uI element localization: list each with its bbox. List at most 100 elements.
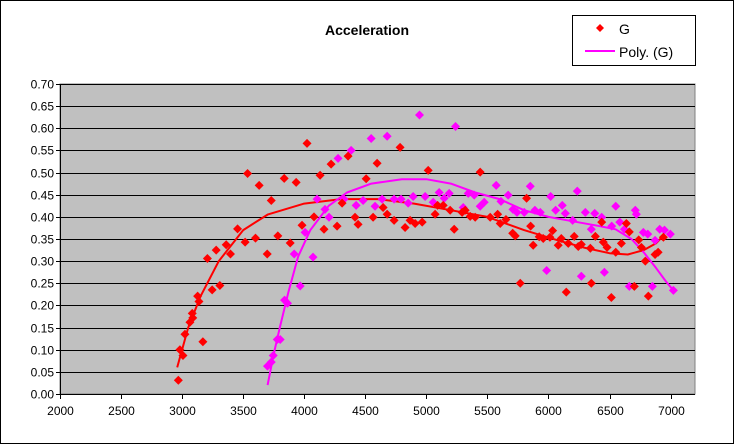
data-point-series-0 <box>563 238 573 248</box>
data-point-series-1 <box>295 281 305 291</box>
data-point-series-0 <box>528 240 538 250</box>
data-point-series-1 <box>268 350 278 360</box>
y-tick-label: 0.65 <box>31 100 55 114</box>
data-point-series-0 <box>495 219 505 228</box>
data-point-series-0 <box>602 242 612 252</box>
data-point-series-0 <box>243 168 253 178</box>
y-tick-label: 0.20 <box>31 299 55 313</box>
data-point-series-0 <box>423 165 433 175</box>
data-point-series-1 <box>650 235 660 245</box>
data-point-series-0 <box>266 195 276 205</box>
data-point-series-1 <box>358 195 368 205</box>
y-tick-label: 0.40 <box>31 211 55 225</box>
data-point-series-1 <box>607 221 617 231</box>
data-point-series-0 <box>585 243 595 253</box>
data-point-series-1 <box>643 229 653 239</box>
data-point-series-0 <box>438 200 448 210</box>
y-tick-label: 0.35 <box>31 233 55 247</box>
data-point-series-0 <box>653 247 663 257</box>
data-point-series-1 <box>382 131 392 141</box>
data-point-series-0 <box>586 278 596 288</box>
data-point-series-0 <box>569 231 579 241</box>
data-point-series-1 <box>308 252 318 262</box>
data-point-series-0 <box>545 232 555 242</box>
data-point-series-1 <box>503 190 513 200</box>
data-point-series-1 <box>551 205 561 215</box>
data-point-series-0 <box>658 232 668 242</box>
data-point-series-0 <box>445 205 455 215</box>
data-point-series-1 <box>668 285 678 295</box>
data-point-series-0 <box>202 253 212 263</box>
data-point-series-0 <box>353 219 363 229</box>
data-point-series-1 <box>408 191 418 201</box>
data-point-series-1 <box>597 212 607 222</box>
data-point-series-1 <box>420 191 430 201</box>
data-point-series-1 <box>659 225 669 235</box>
y-tick-label: 0.70 <box>31 78 55 92</box>
data-point-series-1 <box>312 194 322 204</box>
y-tick-label: 0.55 <box>31 144 55 158</box>
data-point-series-1 <box>403 198 413 208</box>
data-point-series-1 <box>266 357 276 367</box>
x-tick-label: 4500 <box>352 404 379 418</box>
data-point-series-0 <box>621 219 631 228</box>
data-point-series-0 <box>470 212 480 222</box>
data-point-series-1 <box>512 207 522 217</box>
data-point-series-1 <box>546 191 556 201</box>
data-point-series-0 <box>460 205 470 215</box>
data-point-series-0 <box>576 239 586 249</box>
data-point-series-1 <box>396 194 406 204</box>
data-point-series-1 <box>351 200 361 210</box>
data-point-series-0 <box>597 217 607 227</box>
data-point-series-0 <box>410 219 420 228</box>
y-tick-label: 0.50 <box>31 167 55 181</box>
data-point-series-0 <box>430 209 440 219</box>
x-tick-label: 7000 <box>658 404 685 418</box>
data-point-series-1 <box>439 193 449 203</box>
data-point-series-1 <box>611 201 621 211</box>
data-point-series-0 <box>417 217 427 227</box>
data-point-series-0 <box>180 329 190 339</box>
data-point-series-0 <box>273 231 283 241</box>
data-point-series-0 <box>553 240 563 250</box>
data-point-series-0 <box>372 158 382 168</box>
legend-label-poly: Poly. (G) <box>619 44 673 60</box>
y-tick-label: 0.30 <box>31 255 55 269</box>
data-point-series-1 <box>479 197 489 207</box>
legend: G Poly. (G) <box>572 15 696 66</box>
data-point-series-1 <box>389 194 399 204</box>
data-point-series-0 <box>221 240 231 250</box>
y-tick-label: 0.00 <box>31 388 55 402</box>
data-point-series-1 <box>300 227 310 237</box>
data-point-series-1 <box>580 207 590 217</box>
data-point-series-1 <box>434 188 444 197</box>
data-point-series-0 <box>315 170 325 180</box>
data-point-series-0 <box>254 180 264 190</box>
data-point-series-1 <box>560 208 570 218</box>
data-point-series-1 <box>415 110 425 120</box>
data-point-series-1 <box>631 209 641 219</box>
data-point-series-0 <box>433 200 443 210</box>
data-point-series-0 <box>526 221 536 231</box>
data-point-series-0 <box>556 234 566 244</box>
data-point-series-0 <box>501 215 511 225</box>
data-point-series-1 <box>590 208 600 218</box>
data-point-series-1 <box>542 265 552 275</box>
data-point-series-0 <box>590 231 600 241</box>
data-point-series-1 <box>557 200 567 210</box>
data-point-series-0 <box>548 226 558 236</box>
data-point-series-0 <box>389 215 399 225</box>
data-point-series-0 <box>279 173 289 183</box>
data-point-series-0 <box>510 231 520 241</box>
y-tick-label: 0.10 <box>31 344 55 358</box>
data-point-series-1 <box>535 207 545 217</box>
x-tick-label: 6500 <box>597 404 624 418</box>
data-point-series-1 <box>615 217 625 227</box>
data-point-series-1 <box>647 281 657 291</box>
data-point-series-0 <box>493 209 503 219</box>
data-point-series-1 <box>275 335 285 345</box>
data-point-series-1 <box>366 133 376 143</box>
data-point-series-0 <box>382 209 392 219</box>
x-tick-label: 5000 <box>413 404 440 418</box>
